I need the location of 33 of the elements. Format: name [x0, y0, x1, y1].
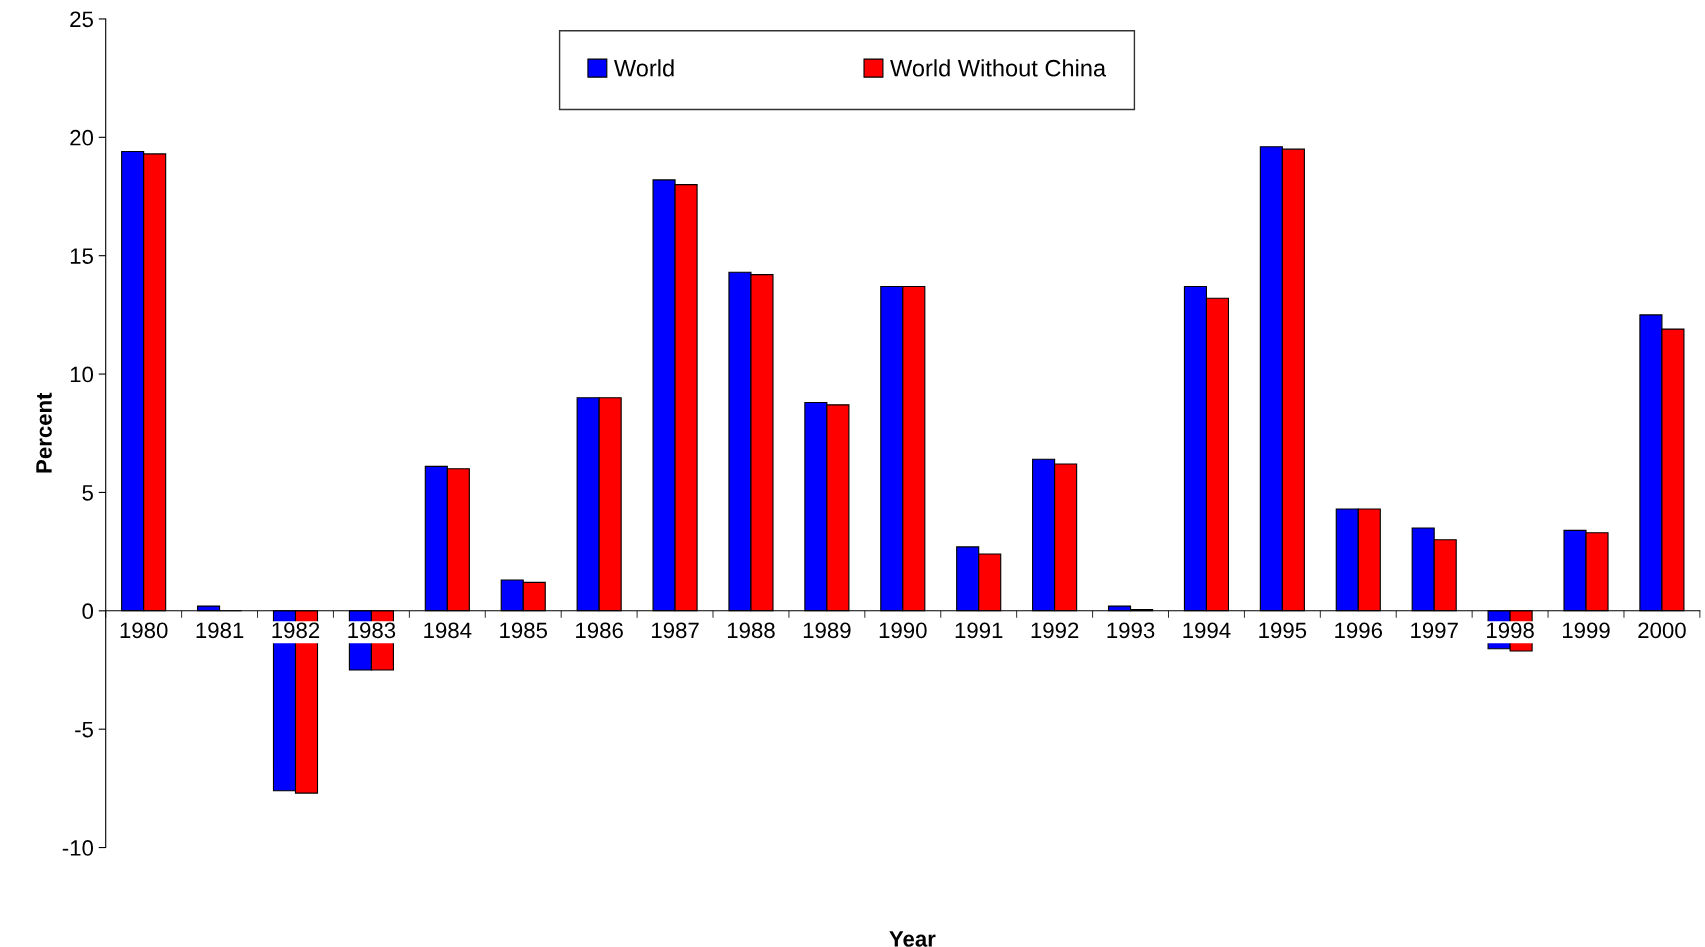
x-tick-label: 1991 [955, 622, 1003, 639]
x-axis-title: Year [889, 931, 936, 947]
x-tick-label: 1995 [1259, 622, 1307, 639]
y-tick-label: 20 [70, 129, 94, 146]
x-tick-label: 1994 [1183, 622, 1231, 639]
y-tick-label: 15 [70, 248, 93, 264]
y-tick-label: -10 [62, 840, 94, 856]
y-tick-label: 0 [82, 603, 94, 620]
x-tick-label: 1990 [879, 622, 927, 639]
x-tick-label: 1980 [120, 622, 168, 639]
x-tick-label: 1996 [1335, 622, 1383, 639]
x-tick-label: 1982 [272, 622, 320, 639]
x-tick-label: 1999 [1562, 622, 1610, 639]
x-tick-label: 1993 [1107, 622, 1155, 639]
y-tick-label: 5 [82, 485, 93, 501]
x-tick-label: 1997 [1411, 622, 1458, 639]
x-tick-label: 1989 [803, 622, 851, 639]
x-tick-label: 1998 [1487, 622, 1534, 639]
y-tick-label: 25 [70, 11, 93, 28]
x-tick-label: 1987 [652, 622, 699, 639]
x-tick-label: 1983 [348, 622, 396, 639]
x-tick-label: 1988 [727, 622, 775, 639]
x-tick-label: 1986 [576, 622, 623, 639]
x-tick-label: 1985 [500, 622, 548, 639]
legend-label: World Without China [890, 59, 1107, 77]
x-tick-label: 2000 [1638, 622, 1686, 639]
x-tick-label: 1981 [196, 622, 244, 639]
x-tick-label: 1984 [424, 622, 472, 639]
legend-label: World [613, 59, 674, 77]
y-tick-label: 10 [70, 366, 94, 383]
y-tick-label: -5 [75, 721, 93, 738]
x-tick-label: 1992 [1031, 622, 1079, 639]
y-axis-title: Percent [36, 392, 52, 473]
